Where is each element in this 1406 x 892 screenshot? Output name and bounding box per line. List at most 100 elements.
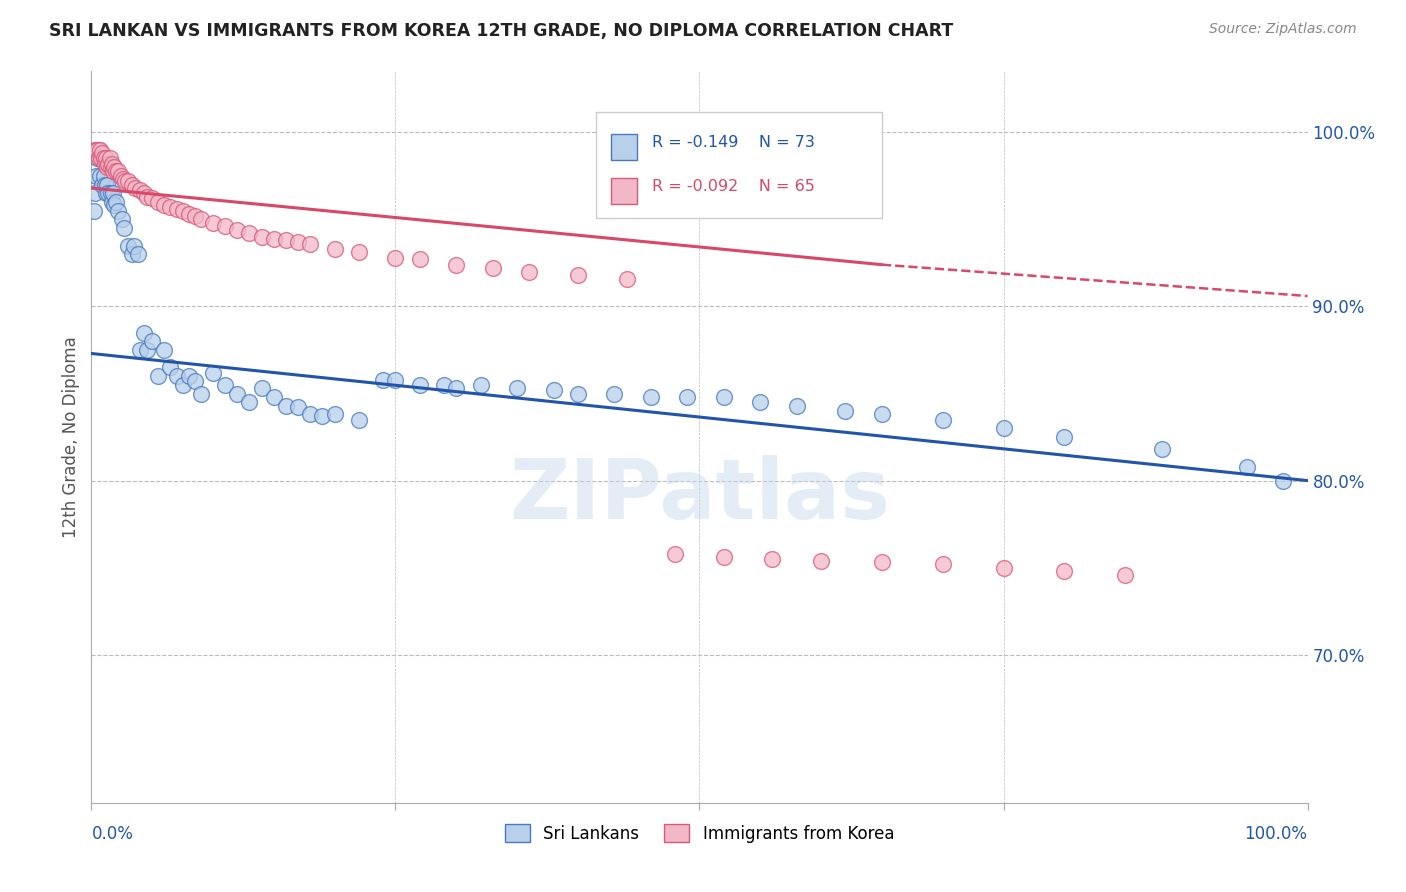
Point [141, 334, 163, 349]
FancyBboxPatch shape [596, 112, 882, 218]
Point [676, 390, 699, 404]
Point [1150, 442, 1173, 457]
Text: ZIPatlas: ZIPatlas [509, 455, 890, 536]
Point [127, 247, 149, 261]
Point [993, 560, 1015, 574]
Point [250, 229, 273, 244]
Point [506, 381, 529, 395]
Point [274, 233, 297, 247]
Point [931, 412, 953, 426]
Point [93, 169, 115, 183]
Point [100, 186, 122, 201]
Point [107, 163, 129, 178]
Point [110, 169, 132, 183]
Point [94, 156, 117, 170]
Point [117, 174, 139, 188]
Point [100, 160, 122, 174]
Point [226, 223, 249, 237]
Point [177, 369, 200, 384]
Text: R = -0.092    N = 65: R = -0.092 N = 65 [652, 179, 815, 194]
Point [84, 169, 107, 183]
Point [103, 163, 125, 178]
Point [184, 209, 207, 223]
Point [87, 152, 110, 166]
Point [517, 265, 540, 279]
Point [172, 377, 194, 392]
Point [226, 386, 249, 401]
Point [287, 235, 309, 249]
Point [993, 421, 1015, 435]
Point [132, 326, 155, 340]
Point [470, 377, 492, 392]
Point [616, 271, 638, 285]
Point [97, 186, 120, 201]
Point [91, 146, 114, 161]
Point [749, 395, 772, 409]
Point [603, 386, 626, 401]
Point [89, 143, 111, 157]
Point [1053, 564, 1076, 578]
Point [1053, 430, 1076, 444]
Point [263, 390, 285, 404]
Point [761, 552, 783, 566]
Point [190, 212, 212, 227]
Point [91, 178, 114, 192]
Point [104, 194, 127, 209]
Point [184, 375, 207, 389]
Point [89, 169, 111, 183]
Point [384, 251, 406, 265]
Point [96, 160, 118, 174]
Point [129, 343, 152, 357]
Point [98, 152, 121, 166]
Point [90, 152, 112, 166]
Point [84, 186, 107, 201]
Text: R = -0.149    N = 73: R = -0.149 N = 73 [652, 135, 815, 150]
Point [107, 203, 129, 218]
Point [103, 186, 125, 201]
Point [148, 369, 170, 384]
Point [83, 146, 105, 161]
Point [567, 268, 589, 282]
Point [117, 238, 139, 252]
Point [543, 383, 565, 397]
Point [713, 390, 735, 404]
Point [87, 143, 110, 157]
Point [94, 152, 117, 166]
Legend: Sri Lankans, Immigrants from Korea: Sri Lankans, Immigrants from Korea [498, 818, 901, 849]
Point [98, 160, 121, 174]
Point [136, 190, 159, 204]
Point [86, 152, 108, 166]
Point [870, 556, 893, 570]
Point [122, 238, 145, 252]
Point [250, 381, 273, 395]
Point [299, 408, 322, 422]
Point [263, 231, 285, 245]
Point [101, 194, 124, 209]
Point [121, 247, 143, 261]
Point [177, 207, 200, 221]
Point [93, 152, 115, 166]
Point [190, 386, 212, 401]
Point [323, 408, 346, 422]
Text: 100.0%: 100.0% [1244, 825, 1308, 843]
Point [121, 178, 143, 192]
Point [132, 186, 155, 201]
Point [433, 377, 456, 392]
Point [238, 395, 260, 409]
Point [104, 163, 127, 178]
Point [159, 200, 181, 214]
Point [311, 409, 333, 424]
Point [664, 547, 686, 561]
Point [83, 203, 105, 218]
Point [202, 366, 225, 380]
Point [136, 343, 159, 357]
Point [444, 258, 467, 272]
Point [124, 181, 146, 195]
Point [153, 198, 176, 212]
Point [347, 412, 370, 426]
Point [166, 202, 188, 216]
Point [148, 194, 170, 209]
Point [409, 377, 432, 392]
Point [111, 212, 134, 227]
Text: Source: ZipAtlas.com: Source: ZipAtlas.com [1209, 22, 1357, 37]
